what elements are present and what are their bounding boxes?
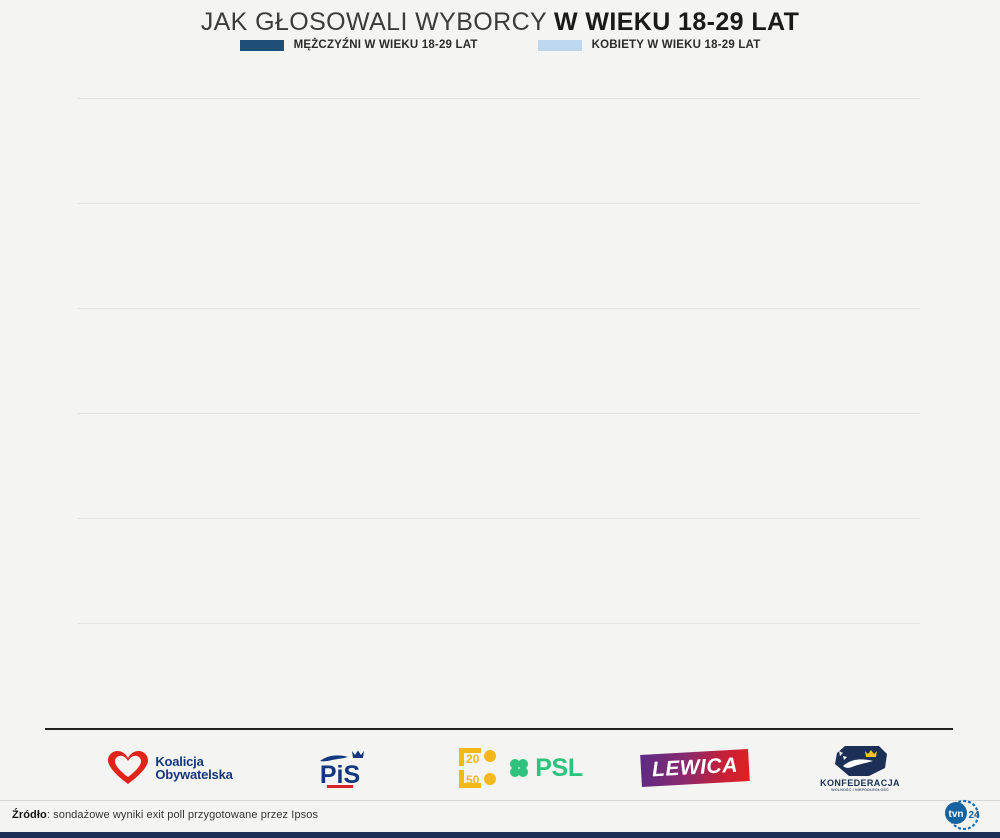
heart-icon bbox=[108, 751, 149, 784]
gridline-25 bbox=[78, 203, 920, 204]
party-logo-ko: Koalicja Obywatelska bbox=[60, 742, 280, 794]
gridline-10 bbox=[78, 518, 920, 519]
bottom-accent-bar bbox=[0, 832, 1000, 838]
svg-text:24: 24 bbox=[968, 810, 980, 821]
page-title-light: JAK GŁOSOWALI WYBORCY bbox=[200, 8, 555, 36]
party-logo-lewica: LEWICA bbox=[600, 742, 790, 794]
poland2050-icon: 20 50 bbox=[459, 748, 497, 788]
party-logo-psl-text: PSL bbox=[535, 753, 583, 782]
legend-swatch-women-icon bbox=[537, 39, 582, 51]
clover-icon bbox=[510, 759, 529, 777]
party-logo-konfederacja-text: KONFEDERACJA bbox=[820, 777, 900, 788]
legend-label-men: MĘŻCZYŹNI W WIEKU 18-29 LAT bbox=[293, 39, 478, 51]
party-logo-pis: PiS bbox=[260, 742, 420, 794]
gridline-30 bbox=[78, 98, 920, 99]
chart-baseline-axis bbox=[45, 728, 953, 730]
party-logo-konfederacja: KONFEDERACJA WOLNOŚĆ I NIEPODLEGŁOŚĆ bbox=[775, 742, 945, 794]
party-logo-ko-line2: Obywatelska bbox=[155, 767, 233, 782]
legend-label-women: KOBIETY W WIEKU 18-29 LAT bbox=[591, 39, 761, 51]
pis-underline bbox=[327, 784, 353, 788]
page-title-bold: W WIEKU 18-29 LAT bbox=[554, 8, 800, 36]
footer-divider bbox=[0, 800, 1000, 801]
page-title: JAK GŁOSOWALI WYBORCY W WIEKU 18-29 LAT bbox=[0, 8, 1000, 37]
svg-text:50: 50 bbox=[466, 773, 480, 787]
party-logo-lewica-text: LEWICA bbox=[651, 753, 739, 782]
legend-swatch-men-icon bbox=[239, 39, 284, 51]
gridline-20 bbox=[78, 308, 920, 309]
party-logo-ko-line1: Koalicja bbox=[155, 753, 204, 769]
chart-legend: MĘŻCZYŹNI W WIEKU 18-29 LAT KOBIETY W WI… bbox=[0, 39, 1000, 51]
svg-text:20: 20 bbox=[466, 752, 480, 766]
party-logo-psl: 20 50 PSL bbox=[420, 742, 620, 794]
legend-item-men[interactable]: MĘŻCZYŹNI W WIEKU 18-29 LAT bbox=[239, 39, 478, 51]
svg-text:tvn: tvn bbox=[949, 809, 964, 820]
pis-crown-eagle-icon bbox=[320, 750, 364, 761]
konfederacja-eagle-icon bbox=[835, 745, 887, 776]
source-text: : sondażowe wyniki exit poll przygotowan… bbox=[46, 809, 319, 821]
party-logo-konfederacja-subtext: WOLNOŚĆ I NIEPODLEGŁOŚĆ bbox=[831, 787, 889, 792]
tvn24-logo-icon: tvn 24 bbox=[945, 799, 980, 831]
gridline-5 bbox=[78, 623, 920, 624]
legend-item-women[interactable]: KOBIETY W WIEKU 18-29 LAT bbox=[537, 39, 761, 51]
source-label: Źródło bbox=[12, 809, 47, 821]
party-logo-ko-text: Koalicja Obywatelska bbox=[155, 753, 233, 782]
source-note: Źródło: sondażowe wyniki exit poll przyg… bbox=[12, 809, 318, 821]
party-logo-pis-text: PiS bbox=[319, 760, 361, 789]
gridline-15 bbox=[78, 413, 920, 414]
